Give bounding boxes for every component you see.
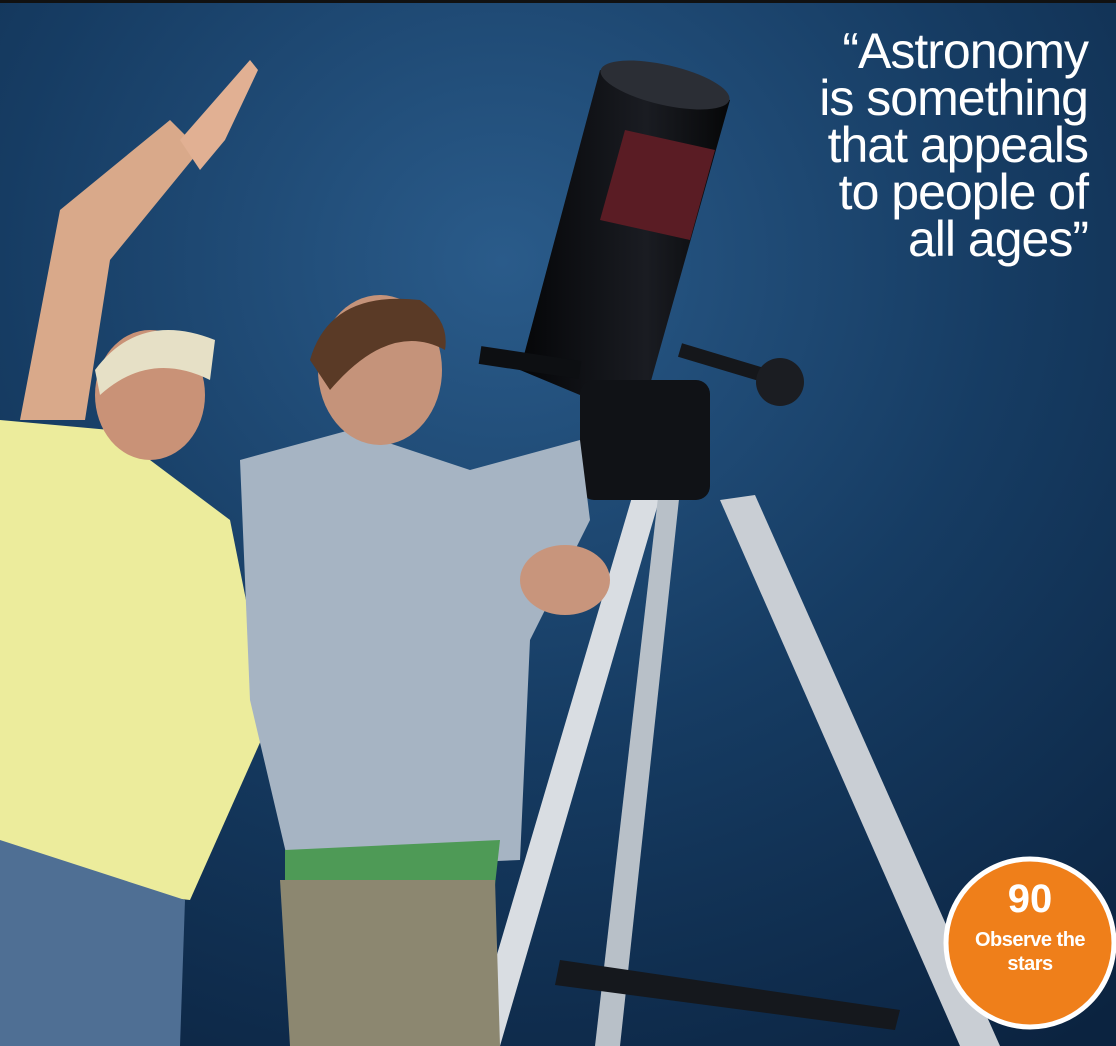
telescope [478,60,804,500]
top-border [0,0,1116,3]
quote-line: all ages” [908,211,1088,267]
quote-line: “Astronomy [842,23,1089,79]
pull-quote: “Astronomy is something that appeals to … [819,23,1090,267]
badge-number: 90 [1008,877,1053,921]
quote-line: that appeals [828,117,1088,173]
badge-circle [943,856,1116,1030]
quote-line: to people of [839,164,1089,220]
badge-label: Observe the [975,929,1085,951]
badge-label: stars [1007,953,1053,975]
page-badge: 90 Observe the stars [943,856,1116,1030]
quote-line: is something [819,70,1088,126]
tripod [470,470,1000,1046]
boy-grey-hoodie [240,295,610,1046]
man-yellow-shirt [0,60,270,1046]
